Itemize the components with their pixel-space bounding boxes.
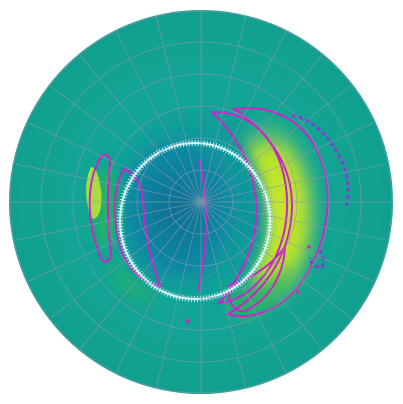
grid-radial (15, 163, 202, 203)
grid-radial (28, 201, 202, 282)
grid-radial (50, 85, 202, 203)
map-content (86, 107, 350, 323)
contour-right-outer (225, 107, 329, 318)
grid-radial (155, 14, 202, 203)
grid-radial (200, 30, 287, 203)
contour-right-inner (209, 110, 289, 305)
grid-radial (79, 54, 202, 203)
contour-center-split (197, 159, 208, 292)
grid-radial (200, 201, 323, 350)
contour-right-lower (227, 243, 287, 313)
boundary-ring-glow (119, 142, 271, 300)
grid-radial (200, 122, 374, 203)
grid-radial (200, 14, 247, 203)
contour-dot (307, 245, 311, 249)
contour-left-outer (88, 153, 113, 263)
grid-radial (50, 201, 202, 319)
bottom-left-green (111, 257, 161, 304)
grid-radial (200, 85, 352, 203)
right-green-extension (228, 259, 292, 320)
grid-radial (200, 201, 247, 390)
grid-radial (155, 201, 202, 390)
grid-radial (115, 201, 202, 374)
contour-right-dashed (308, 249, 325, 269)
grid-radial (200, 54, 323, 203)
grid-radial (200, 163, 387, 203)
grid-radial (200, 201, 374, 282)
contour-dot (186, 319, 190, 323)
contour-dot (296, 290, 300, 294)
grid-radial (200, 201, 287, 374)
contour-left-inner (113, 167, 162, 288)
grid-radial (200, 201, 387, 241)
polar-grid (9, 10, 393, 394)
grid-radial (28, 122, 202, 203)
grid-radial (200, 201, 352, 319)
grid-radial (15, 201, 202, 241)
grid-radial (79, 201, 202, 350)
grid-radial (115, 30, 202, 203)
